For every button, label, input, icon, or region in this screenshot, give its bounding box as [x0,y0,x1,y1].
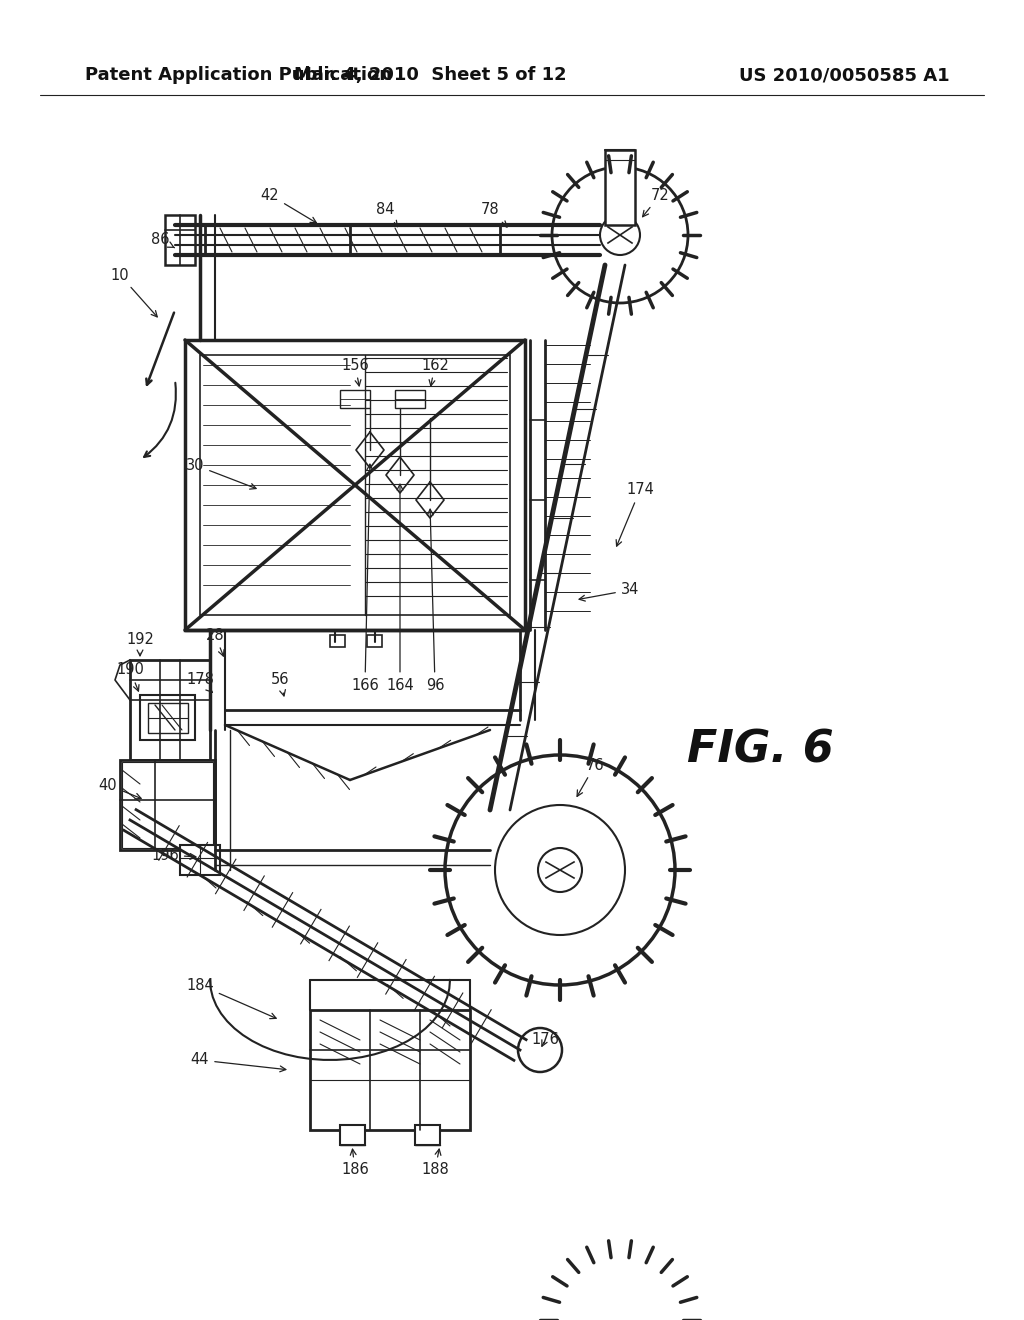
Text: 84: 84 [376,202,397,227]
Text: FIG. 6: FIG. 6 [687,729,834,771]
Bar [122,762,213,847]
Bar [130,660,210,760]
Bar [605,150,635,224]
Circle shape [518,1028,562,1072]
Circle shape [445,755,675,985]
Bar [200,355,510,615]
Bar [415,1125,440,1144]
Text: 42: 42 [261,187,316,223]
Bar [148,704,188,733]
Text: 10: 10 [111,268,158,317]
Bar [340,1125,365,1144]
Text: 192: 192 [126,632,154,656]
Bar [165,215,195,265]
Text: 56: 56 [270,672,289,696]
Text: 162: 162 [421,358,449,385]
Text: 96: 96 [426,510,444,693]
Text: 176: 176 [531,1032,559,1048]
Text: 86: 86 [151,232,174,248]
Bar [395,389,425,408]
Text: 190: 190 [116,663,144,692]
Text: 164: 164 [386,484,414,693]
Text: Mar. 4, 2010  Sheet 5 of 12: Mar. 4, 2010 Sheet 5 of 12 [294,66,566,84]
Bar [367,635,382,647]
Text: 78: 78 [480,202,507,227]
Text: 28: 28 [206,627,224,656]
Text: US 2010/0050585 A1: US 2010/0050585 A1 [739,66,950,84]
Text: 72: 72 [643,187,670,216]
Bar [120,760,215,850]
Text: 196: 196 [152,847,196,862]
Text: 34: 34 [580,582,639,601]
Text: 186: 186 [341,1150,369,1177]
Text: 166: 166 [351,465,379,693]
Bar [330,635,345,647]
Text: Patent Application Publication: Patent Application Publication [85,66,392,84]
Text: 30: 30 [185,458,256,490]
Text: 184: 184 [186,978,276,1019]
Bar [180,845,220,875]
Text: 174: 174 [616,483,654,546]
Bar [310,1010,470,1130]
Text: 156: 156 [341,358,369,385]
Text: 76: 76 [578,758,604,796]
Text: 40: 40 [98,777,141,799]
Circle shape [552,168,688,304]
Bar [185,341,525,630]
Text: 188: 188 [421,1150,449,1177]
Circle shape [538,847,582,892]
Bar [340,389,370,408]
Text: 178: 178 [186,672,214,693]
Circle shape [600,215,640,255]
Text: 44: 44 [190,1052,286,1072]
Bar [140,696,195,741]
Circle shape [495,805,625,935]
